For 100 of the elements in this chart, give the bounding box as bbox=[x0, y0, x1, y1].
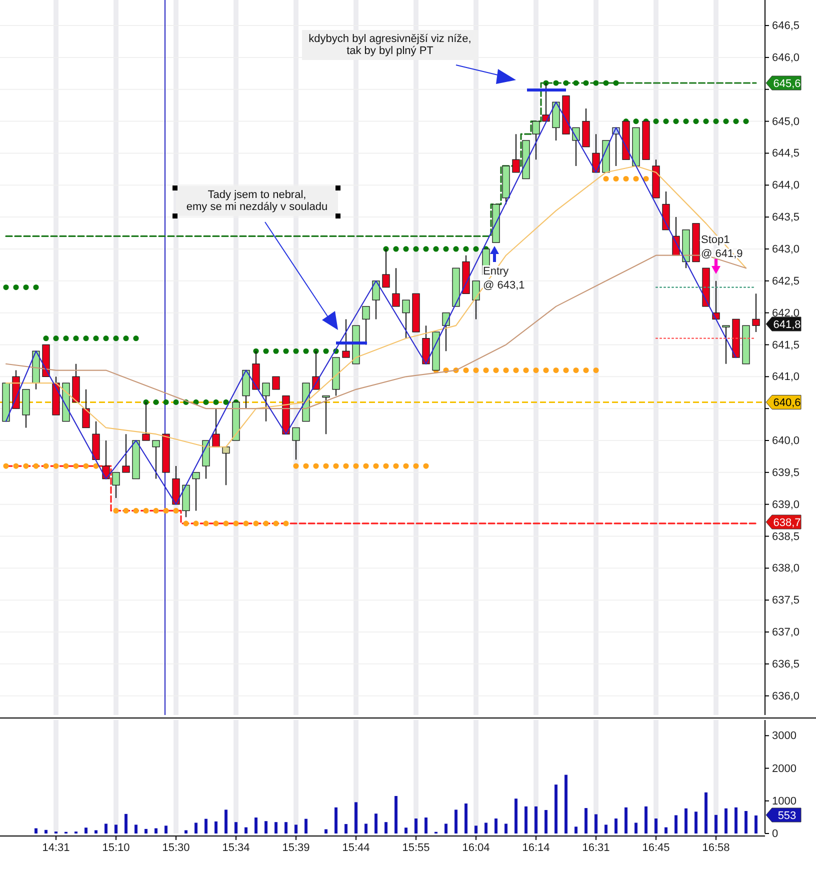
bar bbox=[194, 822, 198, 834]
bar bbox=[344, 824, 348, 834]
x-tick-label: 15:10 bbox=[102, 842, 130, 854]
bar bbox=[524, 806, 528, 834]
candlestick bbox=[122, 434, 130, 473]
bar bbox=[84, 828, 88, 834]
bar bbox=[484, 822, 488, 834]
bar bbox=[404, 828, 408, 834]
text: 553 bbox=[778, 810, 796, 822]
x-tick-label: 14:31 bbox=[42, 842, 70, 854]
bar bbox=[664, 827, 668, 834]
bar bbox=[654, 818, 658, 834]
bar bbox=[514, 798, 518, 834]
bar bbox=[274, 822, 278, 834]
text: 641,8 bbox=[773, 319, 801, 331]
candlestick bbox=[342, 318, 350, 358]
bar bbox=[704, 792, 708, 834]
bar bbox=[594, 814, 598, 834]
x-tick-label: 15:39 bbox=[282, 842, 310, 854]
bar bbox=[714, 814, 718, 834]
bar bbox=[354, 802, 358, 834]
text: 645,6 bbox=[773, 78, 801, 90]
y-tick-label: 2000 bbox=[772, 762, 796, 775]
candlestick bbox=[572, 127, 580, 166]
bar bbox=[94, 830, 98, 834]
bar bbox=[494, 818, 498, 834]
bar bbox=[544, 810, 548, 834]
y-tick-label: 644,0 bbox=[772, 180, 800, 192]
bar bbox=[294, 824, 298, 834]
bar bbox=[254, 818, 258, 834]
bar bbox=[244, 827, 248, 834]
candlestick bbox=[82, 388, 90, 428]
x-tick-label: 16:31 bbox=[582, 842, 610, 854]
y-tick-label: 639,5 bbox=[772, 466, 800, 479]
bar bbox=[534, 806, 538, 834]
candlestick bbox=[322, 395, 330, 435]
bar bbox=[684, 808, 688, 834]
candlestick bbox=[752, 293, 760, 332]
x-tick-label: 15:30 bbox=[162, 842, 190, 854]
bar bbox=[164, 826, 168, 834]
candlestick bbox=[722, 325, 730, 364]
candlestick bbox=[192, 472, 200, 512]
bar bbox=[424, 818, 428, 834]
bar bbox=[214, 821, 218, 834]
bar bbox=[324, 829, 328, 834]
y-tick-label: 641,5 bbox=[772, 339, 800, 352]
y-tick-label: 1000 bbox=[772, 795, 796, 808]
y-tick-label: 636,5 bbox=[772, 658, 800, 670]
y-tick-label: 636,0 bbox=[772, 690, 800, 702]
bar bbox=[644, 806, 648, 834]
bar bbox=[584, 808, 588, 834]
bar bbox=[364, 824, 368, 834]
bar bbox=[144, 828, 148, 834]
bar bbox=[414, 818, 418, 834]
candlestick bbox=[402, 300, 410, 339]
y-tick-label: 645,0 bbox=[772, 116, 800, 128]
bar bbox=[384, 822, 388, 834]
x-tick-label: 16:04 bbox=[462, 842, 490, 854]
candlestick bbox=[292, 427, 300, 460]
candlestick bbox=[222, 446, 230, 486]
bar bbox=[504, 824, 508, 834]
y-tick-label: 642,0 bbox=[772, 307, 800, 320]
candlestick bbox=[512, 134, 520, 173]
ref-line-label: 640,6 bbox=[773, 397, 801, 410]
bar bbox=[394, 796, 398, 834]
x-tick-label: 15:34 bbox=[222, 842, 250, 854]
y-tick-label: 646,5 bbox=[772, 20, 800, 32]
bar bbox=[604, 824, 608, 834]
bar bbox=[574, 826, 578, 834]
candlestick bbox=[382, 248, 390, 288]
candlestick bbox=[212, 408, 220, 448]
bar bbox=[554, 784, 558, 834]
bar bbox=[454, 810, 458, 834]
bar bbox=[44, 830, 48, 834]
bar bbox=[114, 824, 118, 834]
y-tick-label: 639,0 bbox=[772, 498, 800, 511]
candlestick bbox=[112, 472, 120, 498]
bar bbox=[284, 822, 288, 834]
bar bbox=[184, 830, 188, 834]
candlestick bbox=[392, 268, 400, 307]
x-tick-label: 16:58 bbox=[702, 842, 730, 854]
x-tick-label: 15:55 bbox=[402, 842, 430, 854]
candlestick bbox=[262, 382, 270, 422]
y-tick-label: 642,5 bbox=[772, 275, 800, 288]
candlestick bbox=[152, 440, 160, 480]
x-tick-label: 16:45 bbox=[642, 842, 670, 854]
y-tick-label: 646,0 bbox=[772, 52, 800, 64]
bar bbox=[34, 828, 38, 834]
candlestick bbox=[272, 376, 280, 390]
annotation: kdybych byl agresivnější viz níže, tak by byl plný PT bbox=[308, 33, 472, 57]
bar bbox=[474, 826, 478, 834]
y-tick-label: 637,0 bbox=[772, 626, 800, 639]
bar bbox=[754, 815, 758, 834]
y-tick-label: 643,5 bbox=[772, 212, 800, 224]
bar bbox=[744, 810, 748, 834]
bar bbox=[724, 808, 728, 834]
y-tick-label: 640,0 bbox=[772, 435, 800, 448]
bar bbox=[464, 803, 468, 834]
candlestick bbox=[532, 120, 540, 160]
bar bbox=[224, 810, 228, 834]
